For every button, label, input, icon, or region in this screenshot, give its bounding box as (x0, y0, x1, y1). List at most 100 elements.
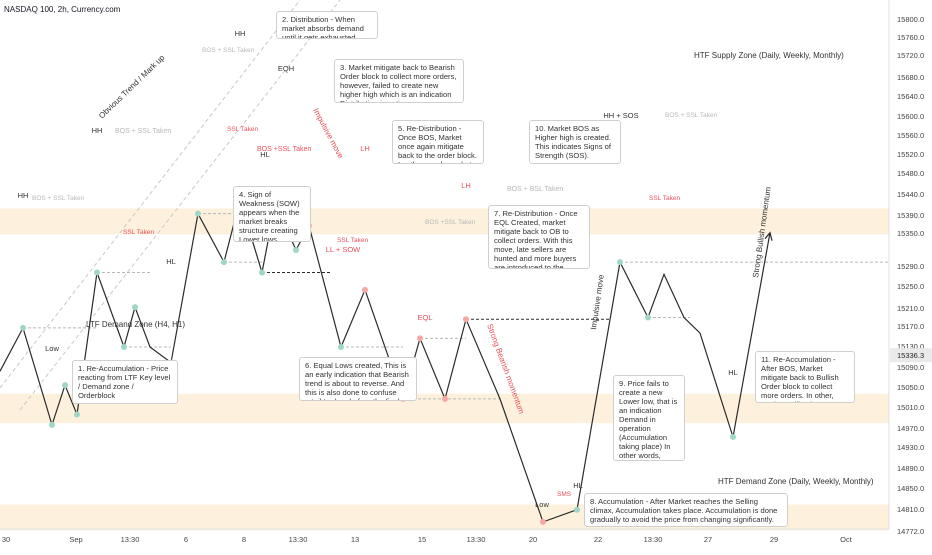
annotation-note: 4. Sign of Weakness (SOW) appears when t… (233, 186, 311, 242)
swing-point (645, 314, 651, 321)
swing-label: HH (235, 29, 246, 38)
y-tick-label: 14890.0 (897, 464, 924, 473)
swing-point (49, 421, 55, 428)
y-tick-label: 14810.0 (897, 505, 924, 514)
swing-point (221, 259, 227, 266)
annotation-note: 8. Accumulation - After Market reaches t… (584, 493, 788, 527)
swing-label: HH + SOS (603, 111, 638, 120)
y-tick-label: 15290.0 (897, 262, 924, 271)
y-tick-label: 15050.0 (897, 383, 924, 392)
trend-guide-line (19, 0, 341, 411)
x-tick-label: 30 (2, 535, 10, 544)
annotation-note: 6. Equal Lows created, This is an early … (299, 357, 417, 401)
swing-point (121, 343, 127, 350)
swing-point (195, 210, 201, 217)
trend-guide-line (0, 0, 301, 389)
zone-label: HTF Demand Zone (Daily, Weekly, Monthly) (718, 477, 874, 486)
x-tick-label: 13:30 (121, 535, 140, 544)
y-tick-label: 14930.0 (897, 443, 924, 452)
x-tick-label: 13 (351, 535, 359, 544)
y-tick-label: 15390.0 (897, 211, 924, 220)
swing-point (540, 518, 546, 525)
annotation-note: 11. Re-Accumulation - After BOS, Market … (755, 351, 855, 403)
level-label: BOS + SSL Taken (665, 112, 718, 119)
level-label: BOS +SSL Taken (257, 146, 311, 153)
diagonal-label: Impulsive move (589, 273, 606, 330)
x-tick-label: 22 (594, 535, 602, 544)
y-tick-label: 15350.0 (897, 229, 924, 238)
swing-point (362, 286, 368, 293)
annotation-note: 2. Distribution - When market absorbs de… (276, 11, 378, 39)
swing-point (259, 269, 265, 276)
level-label: BOS + SSL Taken (115, 128, 171, 135)
swing-label: Low (535, 500, 549, 509)
y-tick-label: 15440.0 (897, 190, 924, 199)
x-tick-label: Sep (69, 535, 82, 544)
swing-point (417, 335, 423, 342)
price-tag (890, 348, 932, 363)
arrow-head (764, 231, 773, 241)
annotation-note: 1. Re-Accumulation - Price reacting from… (72, 360, 178, 404)
swing-label: LH (360, 144, 370, 153)
y-tick-label: 15680.0 (897, 73, 924, 82)
x-tick-label: 13:30 (289, 535, 308, 544)
swing-point (94, 269, 100, 276)
y-tick-label: 15720.0 (897, 51, 924, 60)
annotation-note: 7. Re-Distribution - Once EQL Created, m… (488, 205, 590, 269)
zone-label: HTF Supply Zone (Daily, Weekly, Monthly) (694, 51, 844, 60)
y-tick-label: 14850.0 (897, 484, 924, 493)
swing-point (293, 247, 299, 254)
level-label: BOS +SSL Taken (425, 219, 476, 226)
swing-label: HL (728, 368, 738, 377)
swing-label: EQL (417, 313, 432, 322)
y-tick-label: 15800.0 (897, 15, 924, 24)
swing-point (574, 506, 580, 513)
swing-label: Low (45, 344, 59, 353)
x-tick-label: Oct (840, 535, 853, 544)
swing-point (74, 411, 80, 418)
level-label: SMS (557, 491, 572, 498)
level-label: SSL Taken (227, 126, 258, 133)
y-tick-label: 15760.0 (897, 33, 924, 42)
x-tick-label: 13:30 (467, 535, 486, 544)
annotation-note: 10. Market BOS as Higher high is created… (529, 120, 621, 164)
swing-label: HL (573, 481, 583, 490)
current-price-label: 15336.3 (897, 351, 924, 360)
y-tick-label: 15210.0 (897, 304, 924, 313)
x-tick-label: 6 (184, 535, 188, 544)
swing-point (132, 304, 138, 311)
x-tick-label: 29 (770, 535, 778, 544)
diagonal-label: Obvious Trend / Mark up (97, 53, 167, 121)
diagonal-label: Impulsive move (311, 107, 345, 161)
x-tick-label: 27 (704, 535, 712, 544)
level-label: SSL Taken (649, 195, 680, 202)
y-tick-label: 15520.0 (897, 150, 924, 159)
y-tick-label: 14772.0 (897, 527, 924, 536)
swing-point (617, 259, 623, 266)
swing-point (442, 395, 448, 402)
annotation-note: 5. Re-Distribution - Once BOS, Market on… (392, 120, 484, 164)
x-tick-label: 8 (242, 535, 246, 544)
x-tick-label: 20 (529, 535, 537, 544)
y-tick-label: 15170.0 (897, 322, 924, 331)
swing-label: HH (92, 126, 103, 135)
swing-point (463, 316, 469, 323)
swing-point (338, 343, 344, 350)
level-label: BOS + SSL Taken (202, 47, 255, 54)
annotation-note: 9. Price fails to create a new Lower low… (613, 375, 685, 461)
swing-label: HL (260, 150, 270, 159)
y-tick-label: 15480.0 (897, 169, 924, 178)
swing-label: HL (166, 257, 176, 266)
annotation-note: 3. Market mitigate back to Bearish Order… (334, 59, 464, 103)
y-tick-label: 15010.0 (897, 403, 924, 412)
x-tick-label: 15 (418, 535, 426, 544)
swing-label: LH (461, 181, 471, 190)
swing-point (730, 434, 736, 441)
swing-label: EQH (278, 64, 294, 73)
y-tick-label: 15600.0 (897, 112, 924, 121)
chart-title: NASDAQ 100, 2h, Currency.com (4, 5, 121, 14)
y-tick-label: 15250.0 (897, 282, 924, 291)
swing-point (62, 382, 68, 389)
